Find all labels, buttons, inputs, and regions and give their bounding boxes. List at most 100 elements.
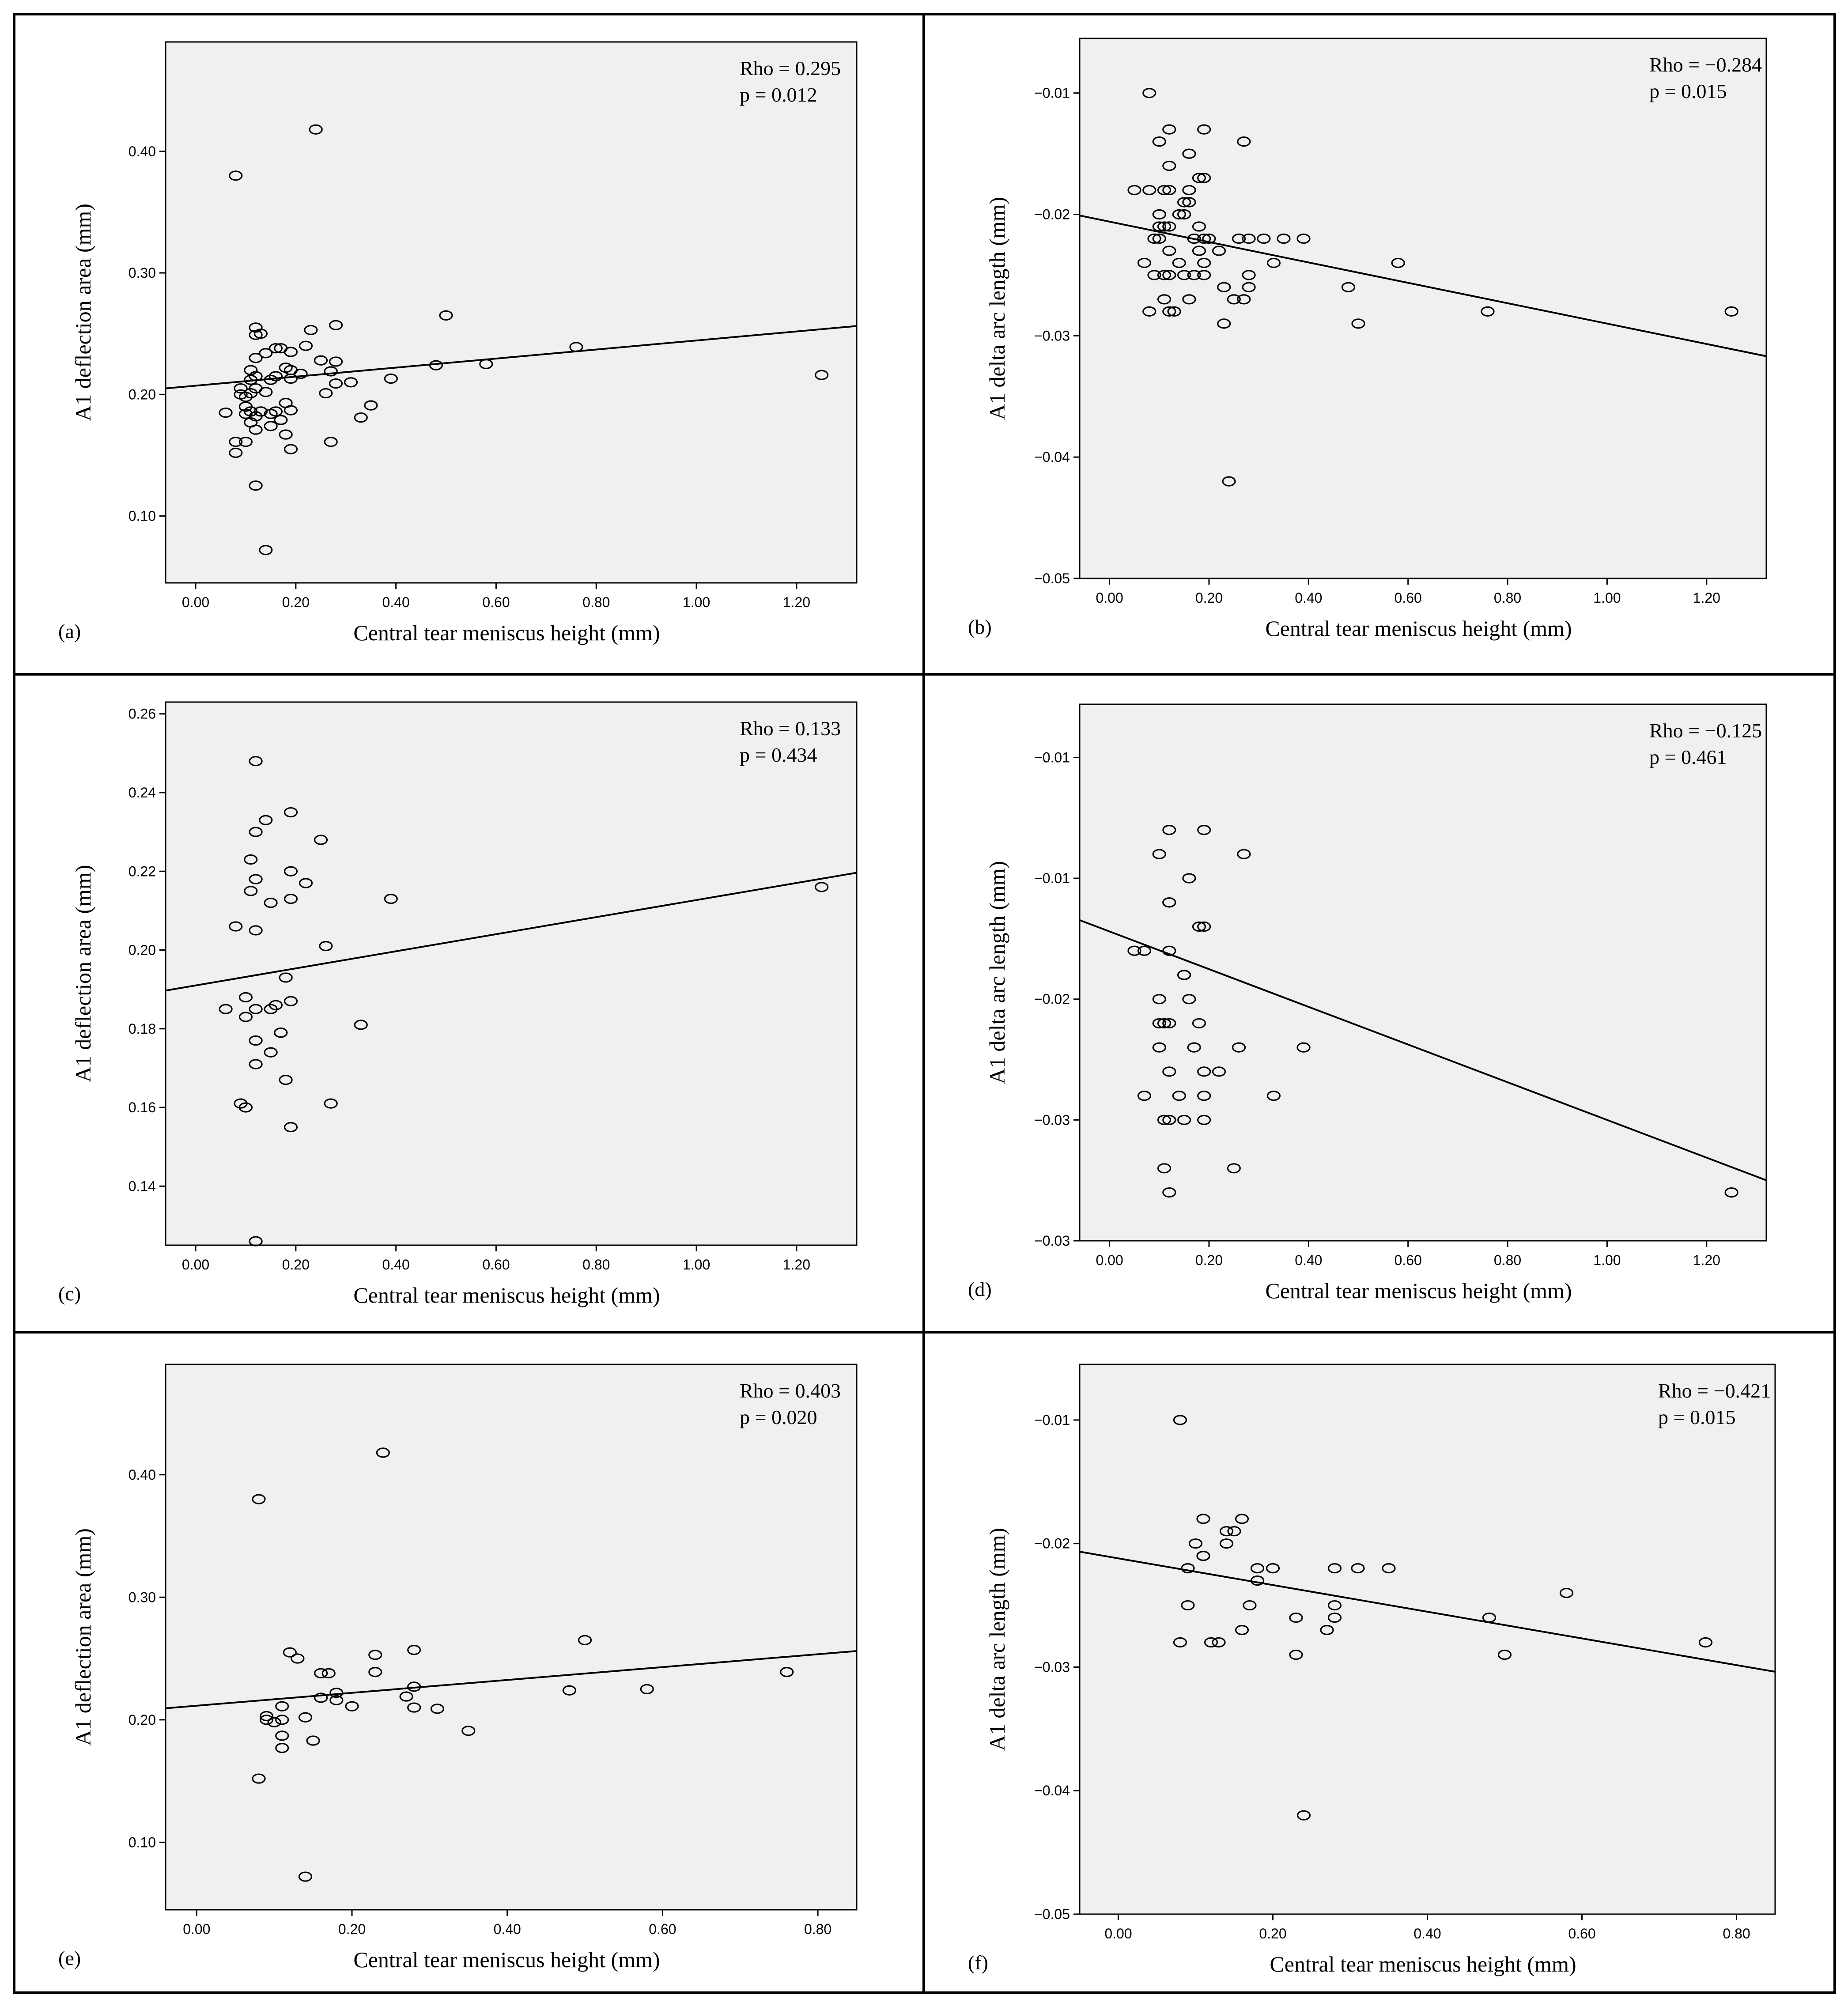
fit-line — [166, 1650, 857, 1709]
data-point — [249, 371, 263, 382]
data-point — [1188, 1538, 1203, 1549]
data-point — [299, 878, 313, 888]
data-point — [1162, 945, 1176, 956]
data-point — [1351, 318, 1365, 329]
data-point — [1177, 209, 1191, 220]
y-tick-label: −0.01 — [1034, 85, 1070, 101]
panel-label: (c) — [58, 1282, 81, 1305]
data-point — [319, 388, 333, 399]
y-tick-label: −0.02 — [1034, 207, 1070, 223]
data-point — [324, 1098, 338, 1109]
data-point — [275, 1715, 289, 1725]
data-point — [249, 756, 263, 767]
data-point — [283, 866, 298, 876]
x-tick-label: 0.00 — [1096, 590, 1123, 606]
x-tick-label: 1.00 — [1593, 590, 1621, 606]
data-point — [1181, 1563, 1195, 1574]
data-point — [238, 992, 253, 1003]
data-point — [1341, 282, 1356, 293]
data-point — [283, 996, 298, 1006]
y-tick-label: 0.20 — [128, 1712, 156, 1728]
data-point — [1202, 233, 1216, 244]
data-point — [1192, 221, 1206, 232]
y-axis-title: A1 deflection area (mm) — [71, 204, 95, 421]
data-point — [1152, 233, 1166, 244]
data-point — [1197, 270, 1211, 280]
x-tick-label: 0.20 — [282, 594, 310, 610]
data-point — [1173, 1415, 1187, 1425]
y-tick-label: 0.10 — [128, 508, 156, 524]
data-point — [1257, 233, 1271, 244]
data-point — [306, 1735, 320, 1746]
chart-panel-e: 0.00 0.20 0.40 0.60 0.80 0.10 0.20 0.30 0.40 Rho … — [58, 1364, 858, 1972]
data-point — [461, 1726, 476, 1736]
data-point — [1266, 1091, 1281, 1101]
y-tick-label: −0.05 — [1034, 570, 1070, 586]
data-point — [314, 835, 328, 845]
data-point — [1162, 270, 1176, 280]
x-tick-label: 1.20 — [783, 1257, 810, 1273]
plot-area — [165, 41, 858, 584]
data-point — [1152, 221, 1166, 232]
y-tick-label: 0.30 — [128, 1589, 156, 1605]
data-point — [1167, 306, 1181, 317]
data-point — [283, 1647, 297, 1658]
data-point — [291, 1653, 305, 1664]
fit-line — [1080, 215, 1766, 357]
data-point — [283, 894, 298, 904]
y-tick-label: 0.14 — [128, 1178, 156, 1194]
y-axis-title: A1 delta arc length (mm) — [985, 197, 1009, 420]
x-tick-label: 1.00 — [683, 1257, 710, 1273]
data-point — [1391, 257, 1405, 268]
data-point — [267, 1717, 281, 1727]
data-point — [1242, 233, 1256, 244]
p-value-label: p = 0.434 — [740, 744, 817, 766]
data-point — [1162, 1114, 1176, 1125]
data-point — [1320, 1624, 1334, 1636]
data-point — [1235, 1514, 1249, 1524]
data-point — [1197, 257, 1211, 268]
data-point — [1162, 1066, 1176, 1077]
data-point — [299, 340, 313, 351]
data-point — [376, 1447, 390, 1458]
data-point — [1127, 945, 1141, 956]
data-point — [329, 1695, 344, 1706]
data-point — [1177, 270, 1191, 280]
x-tick-label: 0.40 — [1295, 590, 1322, 606]
data-point — [1147, 233, 1161, 244]
data-point — [1182, 873, 1196, 884]
data-point — [259, 1715, 274, 1725]
plot-area — [1079, 38, 1767, 579]
data-point — [329, 320, 343, 331]
data-point — [1196, 1514, 1210, 1524]
data-point — [321, 1668, 336, 1678]
x-axis-title: Central tear meniscus height (mm) — [353, 1283, 660, 1307]
data-point — [1162, 1187, 1176, 1198]
data-point — [279, 972, 293, 983]
data-point — [562, 1685, 576, 1696]
data-point — [780, 1666, 794, 1677]
data-point — [1289, 1649, 1303, 1660]
data-point — [1187, 233, 1201, 244]
data-point — [1187, 1042, 1201, 1053]
x-tick-label: 0.40 — [382, 594, 410, 610]
x-tick-label: 0.20 — [1259, 1926, 1286, 1942]
rho-label: Rho = 0.295 — [740, 57, 841, 79]
data-point — [1327, 1563, 1342, 1574]
x-tick-label: 1.20 — [1693, 1252, 1720, 1268]
data-point — [238, 1102, 253, 1113]
data-point — [1192, 921, 1206, 932]
panel-label: (e) — [58, 1947, 81, 1969]
y-tick-label: 0.18 — [128, 1021, 156, 1037]
y-tick-label: −0.02 — [1034, 991, 1070, 1007]
p-value-label: p = 0.015 — [1658, 1406, 1735, 1428]
data-point — [244, 886, 258, 896]
x-tick-label: 0.60 — [482, 1257, 510, 1273]
data-point — [324, 437, 338, 447]
data-point — [1212, 1066, 1226, 1077]
x-tick-label: 0.80 — [1723, 1926, 1750, 1942]
data-point — [249, 1004, 263, 1014]
y-axis-title: A1 deflection area (mm) — [71, 865, 95, 1083]
x-tick-label: 0.40 — [494, 1921, 521, 1937]
x-tick-label: 1.00 — [1593, 1252, 1621, 1268]
